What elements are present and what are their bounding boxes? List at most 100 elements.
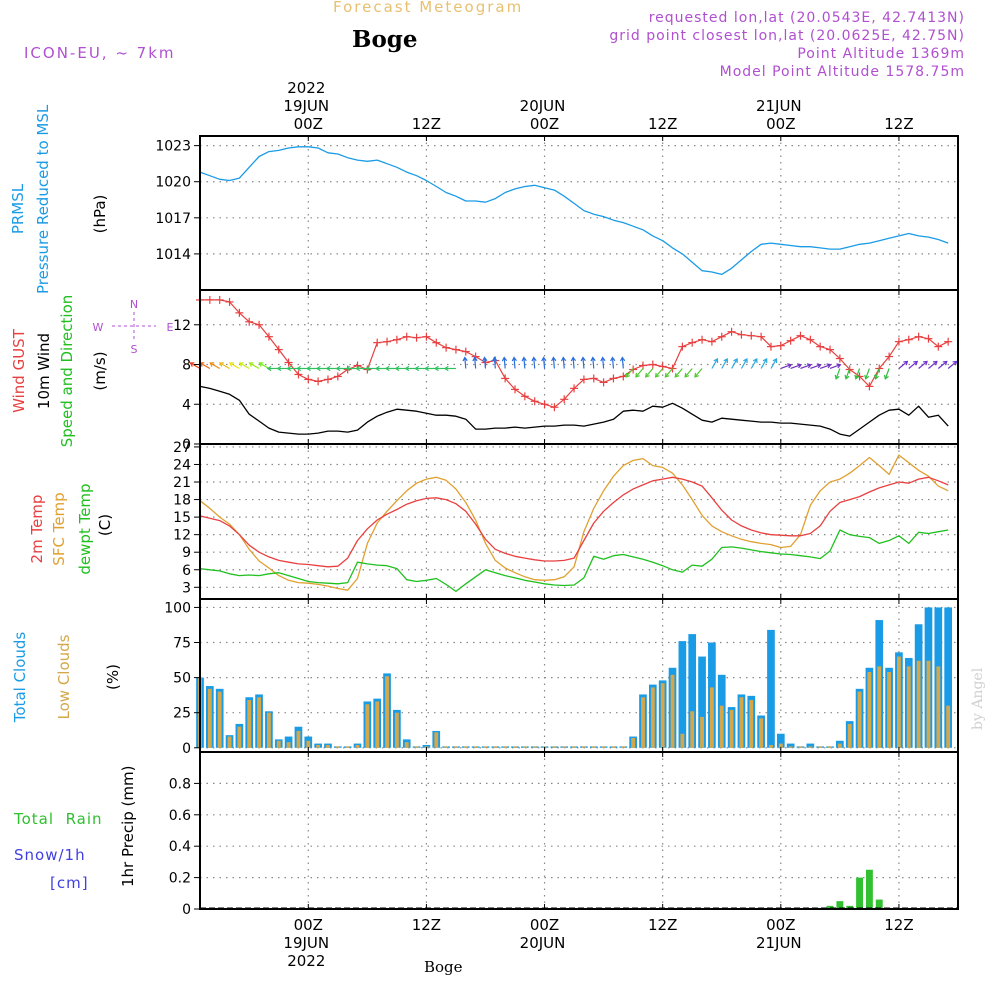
low-cloud-bar — [700, 716, 704, 748]
x-hour-label-top: 12Z — [648, 115, 677, 133]
footer-location: Boge — [424, 958, 463, 976]
gust-marker — [383, 337, 392, 346]
gust-marker — [245, 317, 254, 326]
panel-frame — [199, 135, 959, 291]
wind-direction-arrow — [560, 356, 567, 369]
gust-marker — [678, 342, 687, 351]
wind-direction-arrow — [570, 356, 577, 369]
gust-marker — [609, 374, 618, 383]
gust-marker — [717, 332, 726, 341]
wind-direction-arrow — [541, 356, 547, 369]
low-cloud-bar — [906, 666, 911, 748]
low-cloud-bar — [207, 688, 212, 748]
gust-marker — [894, 337, 903, 346]
x-day-label-top: 19JUN — [283, 97, 329, 115]
compass-e-label: E — [167, 321, 174, 334]
gust-marker — [215, 295, 224, 304]
x-hour-label-bottom: 12Z — [412, 916, 441, 934]
low-cloud-bar — [266, 712, 271, 748]
wind-direction-arrow — [844, 368, 851, 380]
low-cloud-bar — [680, 733, 685, 748]
gust-marker — [314, 377, 323, 386]
model-point-altitude: Model Point Altitude 1578.75m — [719, 64, 965, 80]
wind-direction-arrow — [800, 363, 812, 370]
x-hour-label-bottom: 00Z — [294, 916, 323, 934]
low-cloud-bar — [247, 700, 252, 748]
low-cloud-bar — [316, 744, 321, 748]
low-cloud-bar — [739, 697, 744, 748]
y-tick-label: 0 — [182, 902, 191, 918]
compass-s-label: S — [131, 343, 138, 356]
wind-direction-arrow — [258, 362, 270, 370]
wind-direction-arrow — [238, 362, 250, 370]
gust-marker — [698, 335, 707, 344]
low-cloud-bar — [936, 666, 941, 748]
x-hour-label-top: 12Z — [884, 115, 913, 133]
wind-direction-arrow — [780, 363, 793, 370]
wind-direction-arrow — [219, 362, 230, 370]
low-cloud-bar — [463, 746, 468, 748]
low-cloud-bar — [857, 691, 862, 748]
wind-direction-arrow — [760, 357, 768, 369]
y-tick-label: 27 — [173, 440, 191, 456]
wind-direction-arrow — [501, 356, 508, 369]
gust-marker — [629, 365, 638, 374]
wind-direction-arrow — [531, 356, 537, 369]
low-cloud-bar — [887, 671, 892, 748]
gust-marker — [511, 385, 520, 394]
total-cloud-bar — [767, 629, 775, 748]
low-cloud-bar — [837, 743, 842, 748]
wind-direction-arrow — [829, 363, 842, 370]
y-tick-label: 6 — [182, 563, 191, 579]
wind-direction-arrow — [684, 368, 693, 378]
low-cloud-bar — [345, 746, 350, 748]
y-tick-label: 12 — [173, 318, 191, 334]
wind-direction-arrow — [883, 368, 890, 380]
total-cloud-bar — [786, 743, 795, 748]
sfc-temp-line — [199, 454, 949, 591]
x-hour-label-bottom: 00Z — [766, 916, 795, 934]
low-cloud-bar — [572, 746, 576, 748]
wind-direction-arrow — [248, 362, 260, 370]
wind-direction-arrow — [610, 356, 616, 369]
gust-marker — [865, 382, 874, 391]
x-year-label-bottom: 2022 — [287, 952, 325, 970]
wind-direction-arrow — [937, 360, 948, 369]
gust-marker — [885, 352, 894, 361]
low-cloud-bar — [591, 746, 596, 748]
wind-speed-line — [199, 385, 949, 437]
location-title: Boge — [352, 26, 418, 53]
total-cloud-bar — [806, 743, 815, 748]
wind-direction-arrow — [819, 363, 832, 370]
gust-marker — [914, 332, 923, 341]
y-tick-label: 0.8 — [169, 776, 191, 792]
wind-direction-arrow — [750, 357, 758, 369]
low-cloud-bar — [375, 701, 380, 748]
low-cloud-bar — [729, 709, 734, 748]
low-cloud-bar — [601, 746, 606, 748]
y-tick-label: 25 — [173, 706, 191, 722]
wind-direction-arrow — [580, 356, 586, 369]
low-cloud-bar — [385, 676, 389, 748]
rain-bar — [865, 869, 873, 909]
wind-direction-arrow — [864, 368, 870, 380]
gust-marker — [235, 308, 244, 317]
y-tick-label: 8 — [182, 358, 191, 374]
low-cloud-bar — [473, 746, 478, 748]
gust-marker — [796, 331, 805, 340]
wind-direction-arrow — [654, 368, 664, 378]
y-tick-label: 0.4 — [169, 839, 191, 855]
low-cloud-bar — [276, 740, 281, 748]
low-cloud-bar — [650, 687, 655, 748]
wind-direction-arrow — [472, 356, 478, 369]
wind-direction-arrow — [189, 362, 201, 370]
gust-marker — [442, 343, 451, 352]
gust-marker — [333, 372, 342, 381]
wind-direction-arrow — [731, 357, 738, 369]
gust-marker — [766, 342, 775, 351]
gust-marker — [806, 335, 815, 344]
x-hour-label-top: 00Z — [766, 115, 795, 133]
low-cloud-bar — [326, 744, 330, 748]
gust-marker — [373, 338, 382, 347]
